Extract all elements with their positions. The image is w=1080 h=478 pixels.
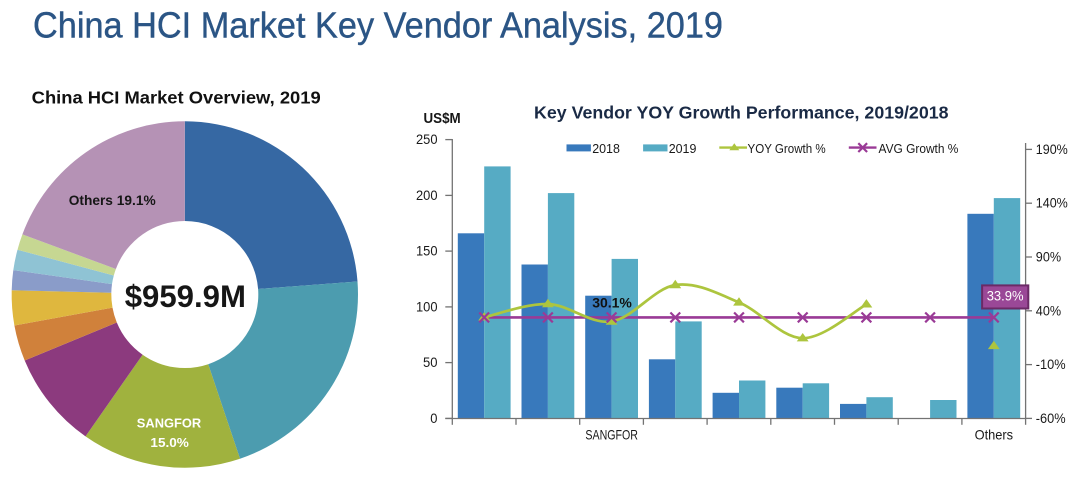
svg-text:SANGFOR: SANGFOR [585, 427, 638, 443]
svg-text:US$M: US$M [424, 111, 461, 127]
svg-text:140%: 140% [1036, 195, 1068, 211]
svg-text:SANGFOR: SANGFOR [137, 416, 202, 431]
svg-text:250: 250 [416, 131, 438, 147]
svg-text:33.9%: 33.9% [987, 288, 1024, 304]
svg-text:30.1%: 30.1% [592, 295, 632, 311]
svg-text:China HCI Market Overview, 201: China HCI Market Overview, 2019 [32, 88, 321, 108]
svg-text:200: 200 [416, 187, 438, 203]
svg-text:Others: Others [975, 427, 1014, 443]
svg-text:15.0%: 15.0% [150, 435, 189, 450]
svg-text:50: 50 [423, 354, 438, 370]
svg-text:YOY Growth %: YOY Growth % [748, 141, 826, 156]
svg-text:-60%: -60% [1036, 410, 1066, 426]
svg-text:190%: 190% [1036, 141, 1068, 157]
svg-text:90%: 90% [1036, 249, 1061, 265]
svg-text:China HCI Market Key Vendor An: China HCI Market Key Vendor Analysis, 20… [33, 5, 723, 46]
svg-text:150: 150 [416, 243, 438, 259]
svg-text:0: 0 [430, 410, 437, 426]
svg-text:-10%: -10% [1036, 356, 1066, 372]
svg-text:100: 100 [416, 298, 438, 314]
svg-text:2018: 2018 [592, 141, 620, 156]
svg-text:Key Vendor YOY Growth Performa: Key Vendor YOY Growth Performance, 2019/… [534, 103, 949, 123]
svg-text:AVG Growth %: AVG Growth % [879, 141, 959, 156]
svg-text:$959.9M: $959.9M [125, 278, 246, 314]
svg-text:Others 19.1%: Others 19.1% [69, 192, 157, 208]
svg-text:40%: 40% [1036, 302, 1061, 318]
svg-text:2019: 2019 [669, 141, 697, 156]
